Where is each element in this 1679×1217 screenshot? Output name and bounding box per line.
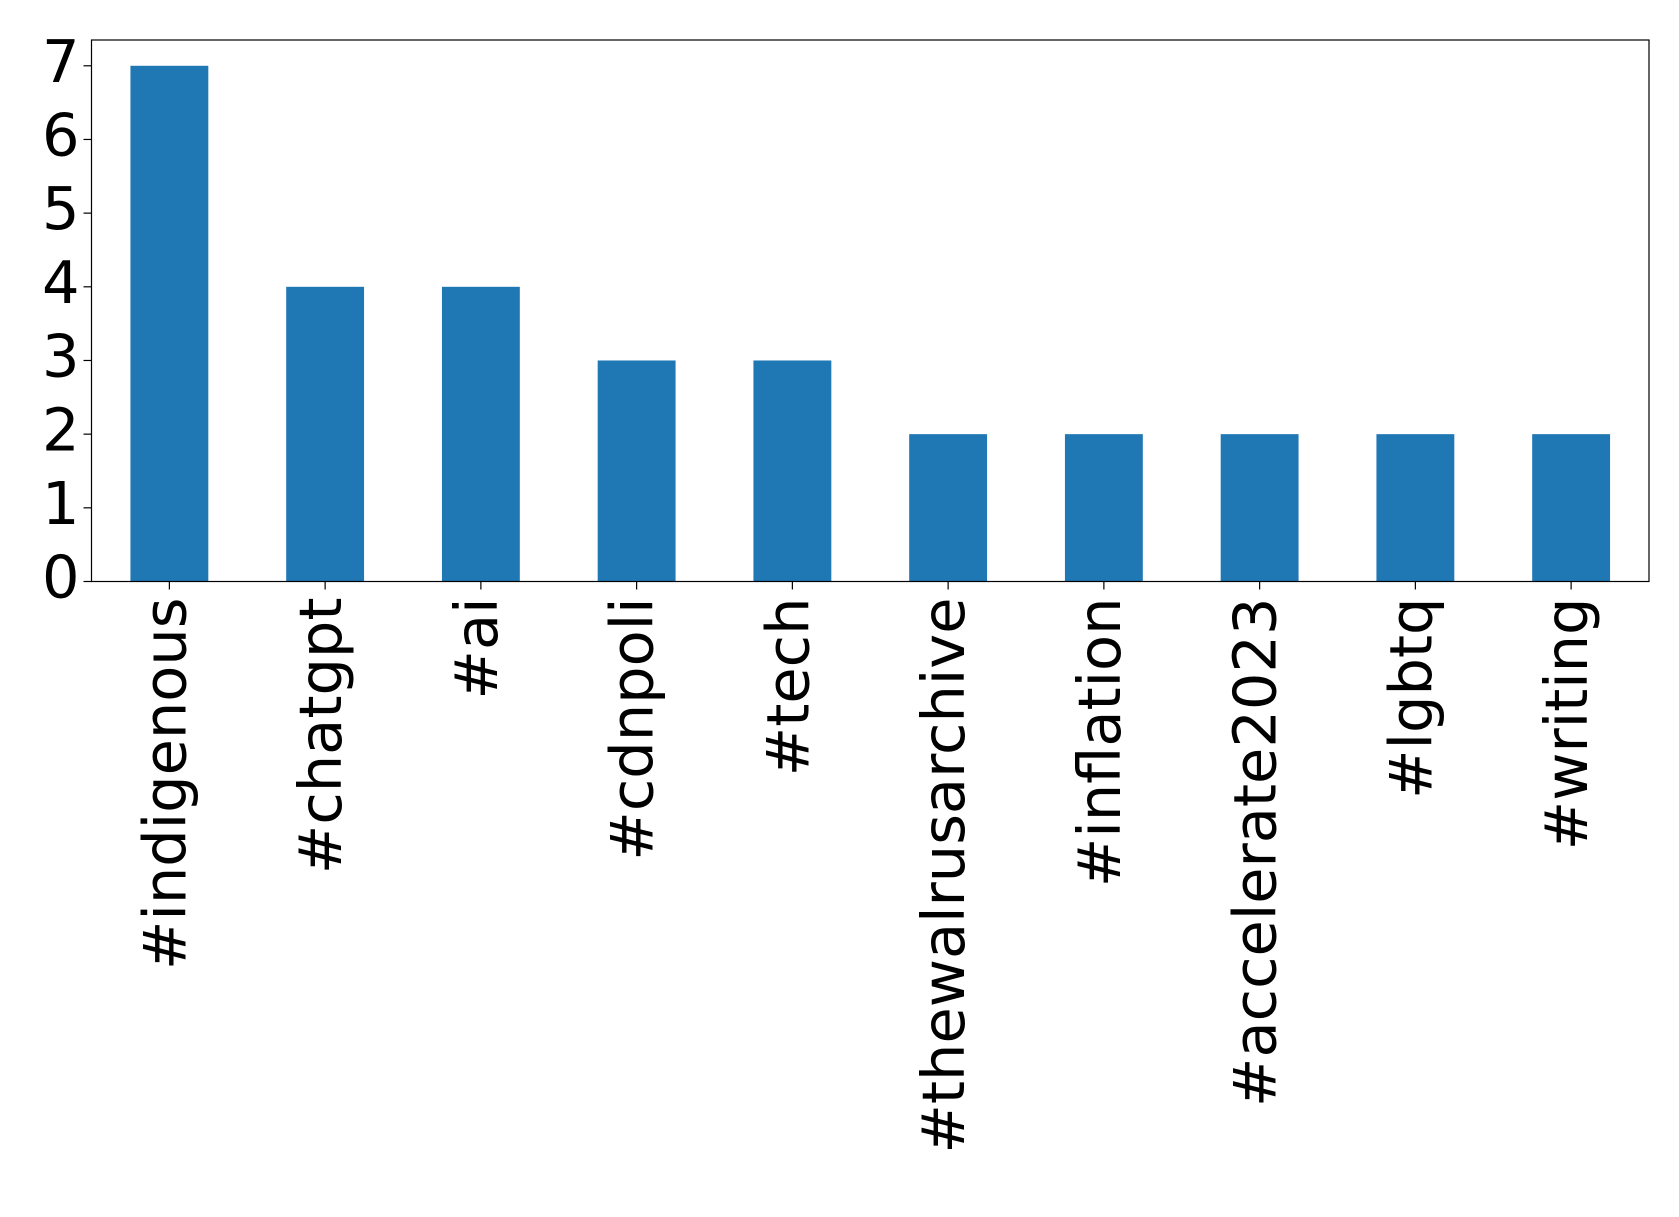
bar: [286, 286, 365, 582]
bar: [130, 65, 209, 582]
x-tick-label: #tech: [753, 598, 822, 777]
bar: [1532, 434, 1611, 582]
y-tick-label: 1: [42, 469, 80, 538]
x-tick-label: #lgbtq: [1376, 598, 1445, 799]
x-tick-label: #ai: [442, 598, 511, 700]
y-tick-label: 4: [42, 248, 80, 317]
y-tick-label: 2: [42, 395, 80, 464]
x-tick-label: #accelerate2023: [1221, 598, 1290, 1107]
y-tick-label: 3: [42, 322, 80, 391]
y-tick-label: 5: [42, 174, 80, 243]
y-tick-label: 7: [42, 27, 80, 96]
bar: [441, 286, 520, 582]
x-tick-label: #indigenous: [130, 598, 199, 970]
bar: [1220, 434, 1299, 582]
bar: [1376, 434, 1455, 582]
plot-frame: [90, 39, 1650, 583]
x-tick-label: #writing: [1532, 598, 1601, 851]
x-tick-label: #cdnpoli: [598, 598, 667, 861]
x-tick-label: #inflation: [1065, 598, 1134, 888]
bar: [1064, 434, 1143, 582]
bar: [597, 360, 676, 582]
bar: [753, 360, 832, 582]
y-tick-label: 6: [42, 101, 80, 170]
bar: [909, 434, 988, 582]
x-tick-label: #chatgpt: [286, 598, 355, 875]
x-tick-label: #thewalrusarchive: [909, 598, 978, 1154]
y-tick-label: 0: [42, 543, 80, 612]
